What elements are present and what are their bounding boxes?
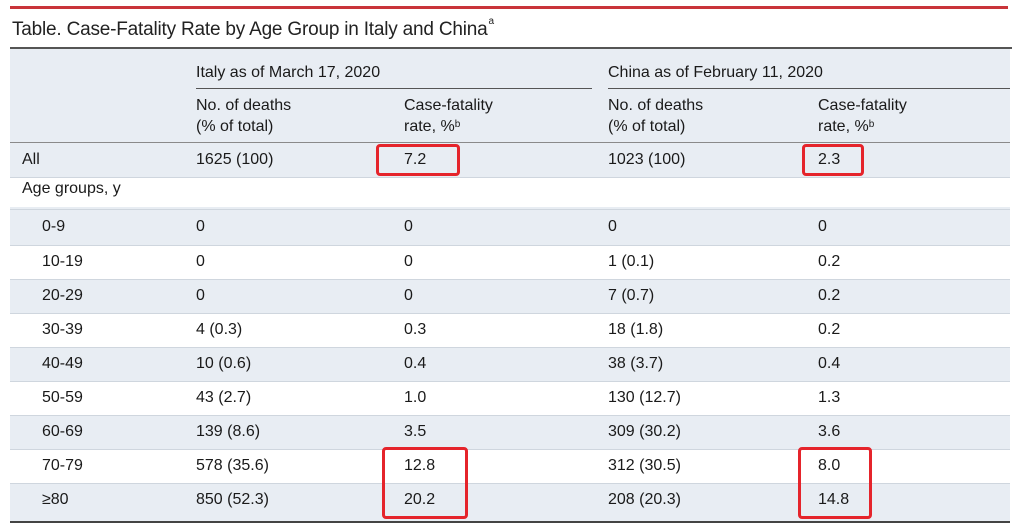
row-label: Age groups, y [22,180,121,197]
china-deaths-cell: 38 (3.7) [608,355,664,372]
table-row: 30-39 4 (0.3) 0.3 18 (1.8) 0.2 [10,313,1010,347]
title-footnote-mark: a [488,16,494,27]
row-label: 30-39 [42,321,83,338]
italy-deaths-cell: 139 (8.6) [196,423,261,440]
row-divider [10,415,1010,416]
row-divider [10,347,1010,348]
italy-group-rule [196,88,592,89]
china-cfr-header-line1: Case-fatality [818,97,907,114]
china-cfr-cell: 0 [818,218,827,235]
row-divider [10,449,1010,450]
china-cfr-cell: 8.0 [818,457,841,474]
table-row: ≥80 850 (52.3) 20.2 208 (20.3) 14.8 [10,483,1010,517]
row-label: 10-19 [42,253,83,270]
row-divider [10,381,1010,382]
china-group-header: China as of February 11, 2020 [608,64,823,81]
china-cfr-cell: 0.4 [818,355,841,372]
china-deaths-cell: 0 [608,218,617,235]
china-cfr-header-line2: rate, %b [818,118,875,135]
italy-deaths-cell: 0 [196,218,205,235]
italy-deaths-cell: 0 [196,287,205,304]
cfr-footnote-mark: b [868,119,875,130]
case-fatality-table: Italy as of March 17, 2020 China as of F… [10,49,1010,523]
row-divider [10,483,1010,484]
italy-cfr-cell: 0.4 [404,355,427,372]
italy-deaths-column-header: No. of deaths (% of total) [196,95,291,137]
china-group-rule [608,88,1010,89]
table-row: 10-19 0 0 1 (0.1) 0.2 [10,245,1010,279]
header-divider [10,142,1010,143]
row-label: 50-59 [42,389,83,406]
row-divider [10,245,1010,246]
table-row: 0-9 0 0 0 0 [10,209,1010,245]
china-deaths-cell: 312 (30.5) [608,457,681,474]
italy-deaths-cell: 578 (35.6) [196,457,269,474]
table-row: 60-69 139 (8.6) 3.5 309 (30.2) 3.6 [10,415,1010,449]
row-label: ≥80 [42,491,69,508]
italy-deaths-header-line1: No. of deaths [196,97,292,114]
china-deaths-cell: 7 (0.7) [608,287,655,304]
row-label: 0-9 [42,218,66,235]
italy-cfr-cell: 7.2 [404,151,427,168]
row-label: All [22,151,40,168]
italy-deaths-cell: 4 (0.3) [196,321,243,338]
china-deaths-header-line2: (% of total) [608,118,686,135]
table-row: 40-49 10 (0.6) 0.4 38 (3.7) 0.4 [10,347,1010,381]
table-row: 50-59 43 (2.7) 1.0 130 (12.7) 1.3 [10,381,1010,415]
italy-cfr-cell: 1.0 [404,389,427,406]
italy-cfr-column-header: Case-fatality rate, %b [404,95,493,137]
table-title: Table. Case-Fatality Rate by Age Group i… [12,16,494,41]
table-title-text: Table. Case-Fatality Rate by Age Group i… [12,19,488,40]
china-cfr-cell: 0.2 [818,253,841,270]
italy-deaths-header-line2: (% of total) [196,118,274,135]
italy-deaths-cell: 43 (2.7) [196,389,252,406]
top-accent-rule [10,6,1008,9]
table-row: Age groups, y [10,177,1010,207]
china-deaths-cell: 1 (0.1) [608,253,655,270]
table-row: 70-79 578 (35.6) 12.8 312 (30.5) 8.0 [10,449,1010,483]
table-row: 20-29 0 0 7 (0.7) 0.2 [10,279,1010,313]
italy-cfr-cell: 0.3 [404,321,427,338]
row-divider [10,313,1010,314]
china-deaths-header-line1: No. of deaths [608,97,704,114]
china-deaths-column-header: No. of deaths (% of total) [608,95,703,137]
china-deaths-cell: 1023 (100) [608,151,686,168]
cfr-footnote-mark: b [454,119,461,130]
italy-group-header: Italy as of March 17, 2020 [196,64,381,81]
italy-cfr-cell: 0 [404,253,413,270]
italy-cfr-cell: 0 [404,218,413,235]
italy-deaths-cell: 0 [196,253,205,270]
row-label: 70-79 [42,457,83,474]
italy-cfr-header-line2: rate, %b [404,118,461,135]
china-cfr-cell: 14.8 [818,491,850,508]
row-divider [10,279,1010,280]
italy-cfr-cell: 12.8 [404,457,436,474]
row-label: 40-49 [42,355,83,372]
row-divider [10,209,1010,210]
row-divider [10,177,1010,178]
italy-deaths-cell: 10 (0.6) [196,355,252,372]
china-cfr-cell: 2.3 [818,151,841,168]
china-deaths-cell: 130 (12.7) [608,389,681,406]
china-cfr-cell: 0.2 [818,287,841,304]
italy-cfr-cell: 3.5 [404,423,427,440]
china-cfr-cell: 1.3 [818,389,841,406]
china-deaths-cell: 208 (20.3) [608,491,681,508]
row-label: 60-69 [42,423,83,440]
italy-deaths-cell: 1625 (100) [196,151,274,168]
china-cfr-cell: 3.6 [818,423,841,440]
table-row: All 1625 (100) 7.2 1023 (100) 2.3 [10,143,1010,177]
italy-cfr-header-line1: Case-fatality [404,97,493,114]
row-label: 20-29 [42,287,83,304]
china-cfr-cell: 0.2 [818,321,841,338]
italy-cfr-cell: 20.2 [404,491,436,508]
china-cfr-column-header: Case-fatality rate, %b [818,95,907,137]
china-deaths-cell: 18 (1.8) [608,321,664,338]
italy-cfr-cell: 0 [404,287,413,304]
china-deaths-cell: 309 (30.2) [608,423,681,440]
italy-deaths-cell: 850 (52.3) [196,491,269,508]
title-divider [10,47,1012,49]
